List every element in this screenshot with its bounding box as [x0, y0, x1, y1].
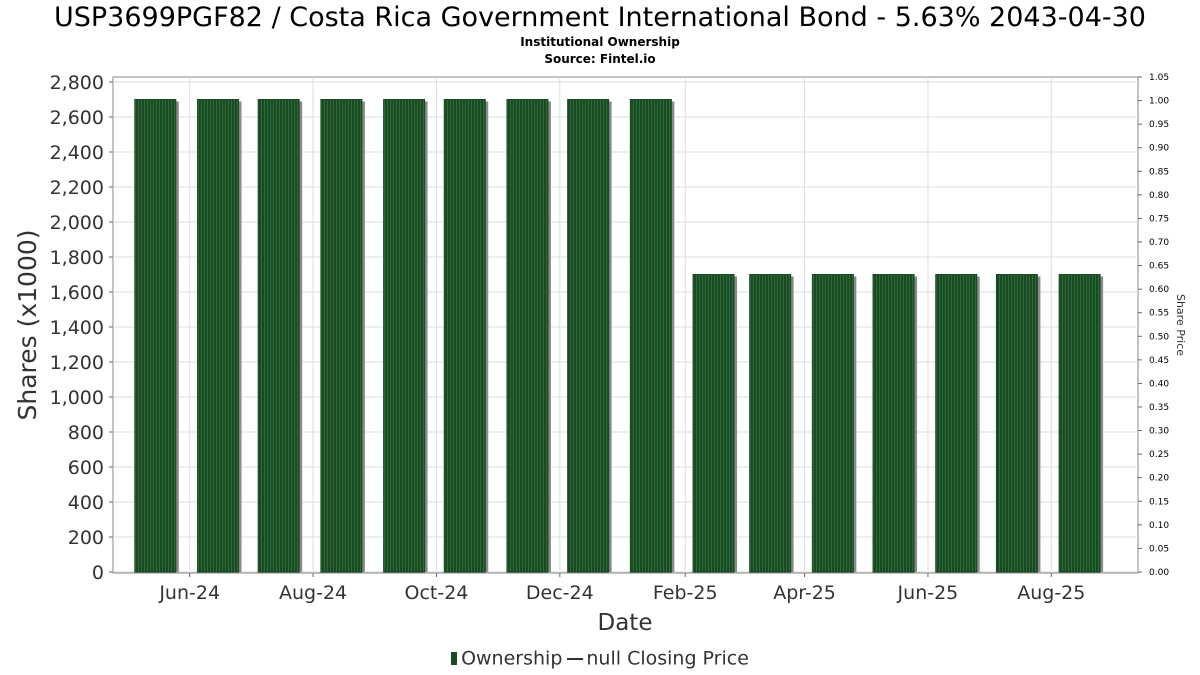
x-tick-label: Feb-25: [653, 582, 718, 604]
y-tick-label: 2,000: [50, 212, 104, 234]
x-tick-label: Jun-24: [158, 582, 220, 604]
y-axis-label: Shares (x1000): [13, 229, 42, 420]
y-tick-label: 1,000: [50, 387, 104, 409]
y2-tick-label: 0.75: [1149, 214, 1169, 224]
y-tick-label: 0: [92, 562, 104, 584]
y-tick-label: 200: [68, 527, 104, 549]
bars: [134, 99, 1104, 573]
y2-tick-label: 0.30: [1149, 427, 1169, 437]
bar: [134, 99, 177, 573]
chart-source: Source: Fintel.io: [544, 52, 656, 66]
y2-tick-label: 1.05: [1149, 73, 1169, 83]
y-tick-label: 400: [68, 492, 104, 514]
x-tick-label: Apr-25: [773, 582, 836, 604]
chart-title: USP3699PGF82 / Costa Rica Government Int…: [54, 2, 1146, 33]
y2-tick-label: 0.45: [1149, 356, 1169, 366]
y-tick-label: 800: [68, 422, 104, 444]
y-tick-label: 1,400: [50, 317, 104, 339]
bar: [1058, 274, 1101, 573]
y2-axis-label: Share Price: [1174, 294, 1187, 356]
x-tick-label: Aug-24: [279, 582, 347, 604]
y2-tick-label: 0.40: [1149, 379, 1169, 389]
y2-tick-label: 0.25: [1149, 450, 1169, 460]
y-tick-label: 2,800: [50, 72, 104, 94]
x-tick-label: Oct-24: [405, 582, 469, 604]
bar: [197, 99, 240, 573]
y2-tick-label: 0.85: [1149, 167, 1169, 177]
x-axis-label: Date: [598, 610, 653, 636]
bar: [872, 274, 915, 573]
y-tick-label: 2,400: [50, 142, 104, 164]
y2-tick-label: 0.90: [1149, 144, 1169, 154]
bar: [567, 99, 610, 573]
legend-price-label: null Closing Price: [586, 647, 749, 670]
y-tick-label: 1,800: [50, 247, 104, 269]
legend-price-line: [567, 657, 584, 660]
legend: Ownership null Closing Price: [0, 647, 1200, 670]
y2-tick-label: 0.35: [1149, 403, 1169, 413]
y2-tick-label: 0.80: [1149, 191, 1169, 201]
y-tick-label: 2,600: [50, 107, 104, 129]
bar: [257, 99, 300, 573]
legend-ownership-label: Ownership: [461, 647, 563, 670]
bar: [506, 99, 549, 573]
chart-subtitle: Institutional Ownership: [520, 35, 680, 49]
y2-tick-label: 0.95: [1149, 120, 1169, 130]
y2-tick-label: 0.60: [1149, 285, 1169, 295]
bar: [749, 274, 792, 573]
y2-tick-label: 0.05: [1149, 544, 1169, 554]
y-axis-left: 0 200 400 600 800 1,000 1,200 1,400 1,600 1,800 2,…: [50, 72, 113, 584]
y2-tick-label: 0.15: [1149, 497, 1169, 507]
y2-tick-label: 1.00: [1149, 97, 1169, 107]
y-axis-right: 0.00 0.05 0.10 0.15 0.20 0.25 0.30 0.35 0.40 0.45…: [1138, 73, 1169, 578]
y2-tick-label: 0.20: [1149, 474, 1169, 484]
bar: [811, 274, 854, 573]
y2-tick-label: 0.55: [1149, 309, 1169, 319]
x-axis: Jun-24 Aug-24 Oct-24 Dec-24 Feb-25 Apr-25 Jun-…: [158, 573, 1085, 604]
y2-tick-label: 0.10: [1149, 521, 1169, 531]
bar: [995, 274, 1038, 573]
x-tick-label: Dec-24: [526, 582, 594, 604]
y2-tick-label: 0.70: [1149, 238, 1169, 248]
bar: [629, 99, 672, 573]
x-tick-label: Jun-25: [897, 582, 959, 604]
bar: [692, 274, 735, 573]
legend-ownership-swatch: [451, 652, 458, 665]
y-tick-label: 1,200: [50, 352, 104, 374]
y2-tick-label: 0.65: [1149, 262, 1169, 272]
y-tick-label: 600: [68, 457, 104, 479]
bar: [320, 99, 363, 573]
bar: [383, 99, 426, 573]
x-tick-label: Aug-25: [1017, 582, 1085, 604]
y-tick-label: 1,600: [50, 282, 104, 304]
y-tick-label: 2,200: [50, 177, 104, 199]
bar: [443, 99, 486, 573]
bar: [935, 274, 978, 573]
y2-tick-label: 0.50: [1149, 332, 1169, 342]
y2-tick-label: 0.00: [1149, 568, 1169, 578]
